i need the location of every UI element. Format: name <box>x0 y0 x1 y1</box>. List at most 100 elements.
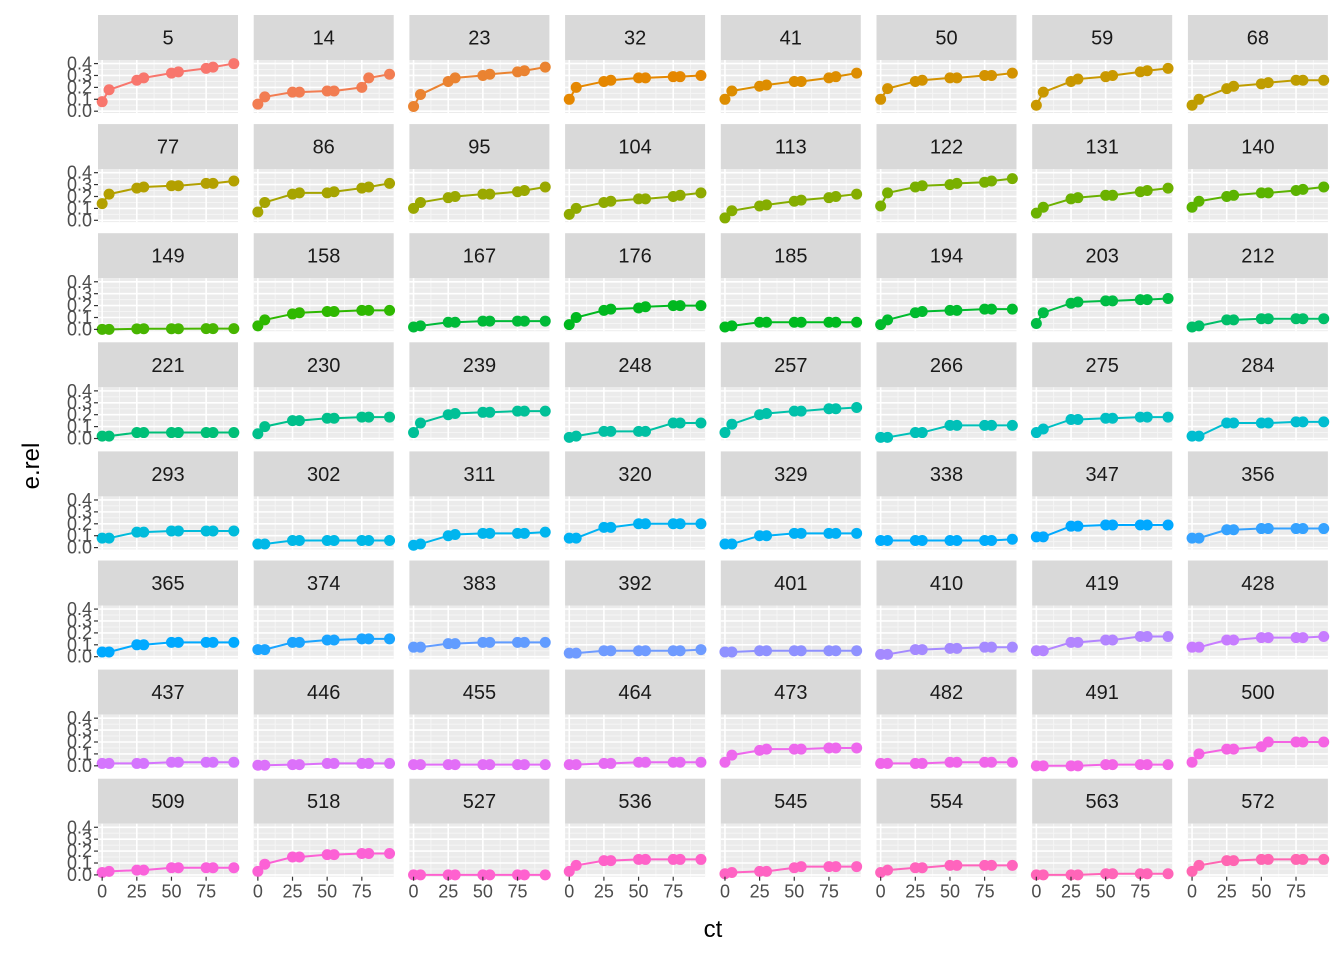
y-tick-label: 0.2 <box>67 186 92 206</box>
facet-panel: 455 <box>408 669 551 771</box>
data-point <box>1162 411 1174 423</box>
facet-strip <box>253 778 394 824</box>
data-point <box>328 186 340 198</box>
data-point <box>726 320 738 332</box>
data-point <box>484 869 496 881</box>
facet-strip <box>253 124 394 170</box>
facet-panel: 347 <box>1030 451 1174 550</box>
data-point <box>1037 531 1049 543</box>
y-tick-label: 0.2 <box>67 841 92 861</box>
y-tick-label: 0.4 <box>67 708 92 728</box>
data-point <box>207 636 219 648</box>
facet-strip <box>1032 342 1173 388</box>
panel-background <box>98 169 238 223</box>
facet-panel: 428 <box>1186 560 1330 659</box>
facet-panel: 365 <box>96 560 240 659</box>
data-point <box>1228 743 1240 755</box>
data-point <box>851 188 863 200</box>
x-axis-title: ct <box>704 916 723 943</box>
data-point <box>639 756 651 768</box>
facet-panel: 149 <box>96 233 240 335</box>
data-point <box>1228 314 1240 326</box>
data-point <box>363 411 375 423</box>
data-point <box>1037 86 1049 98</box>
data-point <box>851 402 863 414</box>
data-point <box>916 534 928 546</box>
data-point <box>951 859 963 871</box>
facet-strip <box>876 15 1017 60</box>
data-point <box>986 859 998 871</box>
data-point <box>1107 69 1119 81</box>
facet-panels: 5 14 23 32 41 50 59 68 77 86 95 104 113 122 131 140 149 1… <box>96 15 1330 881</box>
data-point <box>1262 853 1274 865</box>
data-point <box>570 312 582 324</box>
data-point <box>1072 636 1084 648</box>
data-point <box>484 315 496 327</box>
facet-strip <box>98 15 238 60</box>
facet-strip-label: 347 <box>1086 464 1119 486</box>
data-point <box>408 100 420 112</box>
data-point <box>252 865 264 877</box>
facet-panel: 194 <box>875 233 1018 332</box>
facet-strip-label: 230 <box>307 355 340 377</box>
data-point <box>484 759 496 771</box>
data-point <box>1141 630 1153 642</box>
data-point <box>1318 416 1330 428</box>
facet-strip <box>1032 124 1173 170</box>
y-tick-label: 0.2 <box>67 296 92 316</box>
y-tick-label: 0.2 <box>67 77 92 97</box>
data-point <box>252 206 264 218</box>
data-point <box>882 314 894 326</box>
facet-strip <box>720 451 861 497</box>
panel-background <box>98 496 238 550</box>
facet-panel: 509 <box>96 778 240 879</box>
data-point <box>639 193 651 205</box>
y-tick-label: 0.1 <box>67 853 92 873</box>
data-point <box>207 61 219 73</box>
y-tick-label: 0.0 <box>67 429 92 449</box>
data-point <box>1318 736 1330 748</box>
facet-strip-label: 32 <box>624 28 646 50</box>
x-tick-label: 25 <box>594 882 614 902</box>
panel-background <box>876 387 1017 441</box>
facet-panel: 104 <box>563 124 707 223</box>
facet-panel: 374 <box>252 560 396 659</box>
data-point <box>605 855 617 867</box>
facet-strip <box>720 342 861 388</box>
data-point <box>916 74 928 86</box>
data-point <box>1037 423 1049 435</box>
facet-strip <box>1032 451 1173 497</box>
data-point <box>951 642 963 654</box>
facet-strip-label: 419 <box>1086 573 1119 595</box>
facet-strip <box>720 560 861 606</box>
x-tick-label: 25 <box>750 882 770 902</box>
facet-strip <box>876 778 1017 824</box>
data-point <box>674 756 686 768</box>
facet-panel: 167 <box>408 233 551 333</box>
facet-strip-label: 185 <box>774 246 807 268</box>
data-point <box>293 636 305 648</box>
facet-strip-label: 446 <box>307 682 340 704</box>
data-point <box>1193 93 1205 105</box>
data-point <box>259 644 271 656</box>
facet-strip <box>720 778 861 824</box>
facet-strip <box>565 342 706 388</box>
data-point <box>795 527 807 539</box>
y-tick-label: 0.1 <box>67 526 92 546</box>
data-point <box>414 869 426 881</box>
facet-strip-label: 302 <box>307 464 340 486</box>
facet-strip-label: 104 <box>618 137 651 159</box>
data-point <box>172 66 184 78</box>
facet-panel: 437 <box>96 669 240 769</box>
facet-strip <box>876 233 1017 279</box>
y-tick-label: 0.4 <box>67 163 92 183</box>
data-point <box>414 320 426 332</box>
data-point <box>1193 641 1205 653</box>
y-tick-label: 0.2 <box>67 623 92 643</box>
data-point <box>259 858 271 870</box>
facet-strip-label: 536 <box>618 791 651 813</box>
facet-panel: 572 <box>1186 778 1330 877</box>
facet-panel: 59 <box>1030 15 1174 113</box>
data-point <box>719 212 731 224</box>
data-point <box>1162 62 1174 74</box>
